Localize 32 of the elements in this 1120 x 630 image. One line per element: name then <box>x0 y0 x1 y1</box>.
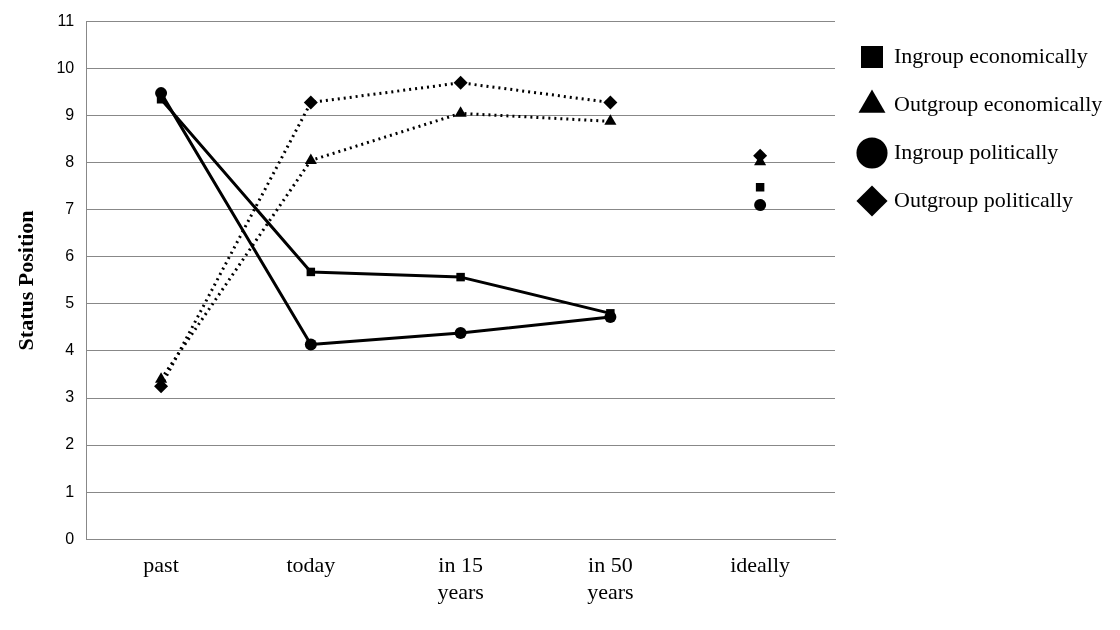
y-tick-label: 11 <box>57 12 75 30</box>
x-tick-label: ideally <box>730 552 791 578</box>
y-tick-label: 7 <box>65 200 75 218</box>
y-axis-title: Status Position <box>12 210 38 351</box>
point <box>304 338 317 351</box>
y-tick-label: 8 <box>65 153 75 171</box>
legend-label: Ingroup economically <box>894 42 1088 68</box>
x-tick-label: today <box>286 552 336 578</box>
point <box>453 75 468 90</box>
y-tick-label: 9 <box>65 106 75 124</box>
point <box>456 272 465 282</box>
y-tick-label: 10 <box>56 59 75 77</box>
y-tick-label: 6 <box>65 247 75 265</box>
point <box>304 153 317 164</box>
y-tick-label: 2 <box>65 435 75 453</box>
point <box>604 114 617 125</box>
y-tick-label: 4 <box>65 341 75 359</box>
legend-label: Outgroup politically <box>894 186 1074 212</box>
y-tick-label: 5 <box>65 294 75 312</box>
point <box>454 327 467 340</box>
point <box>454 106 467 117</box>
point <box>303 95 318 110</box>
y-tick-label: 1 <box>65 482 75 500</box>
legend-label: Outgroup economically <box>894 90 1103 116</box>
point <box>155 372 168 383</box>
legend-label: Ingroup politically <box>894 138 1059 164</box>
y-tick-label: 0 <box>65 529 75 547</box>
x-tick-label: past <box>143 552 179 578</box>
point <box>603 95 618 110</box>
y-tick-label: 3 <box>65 388 75 406</box>
x-tick-label: in 50 years <box>587 552 634 604</box>
x-tick-label: in 15 years <box>437 552 484 604</box>
